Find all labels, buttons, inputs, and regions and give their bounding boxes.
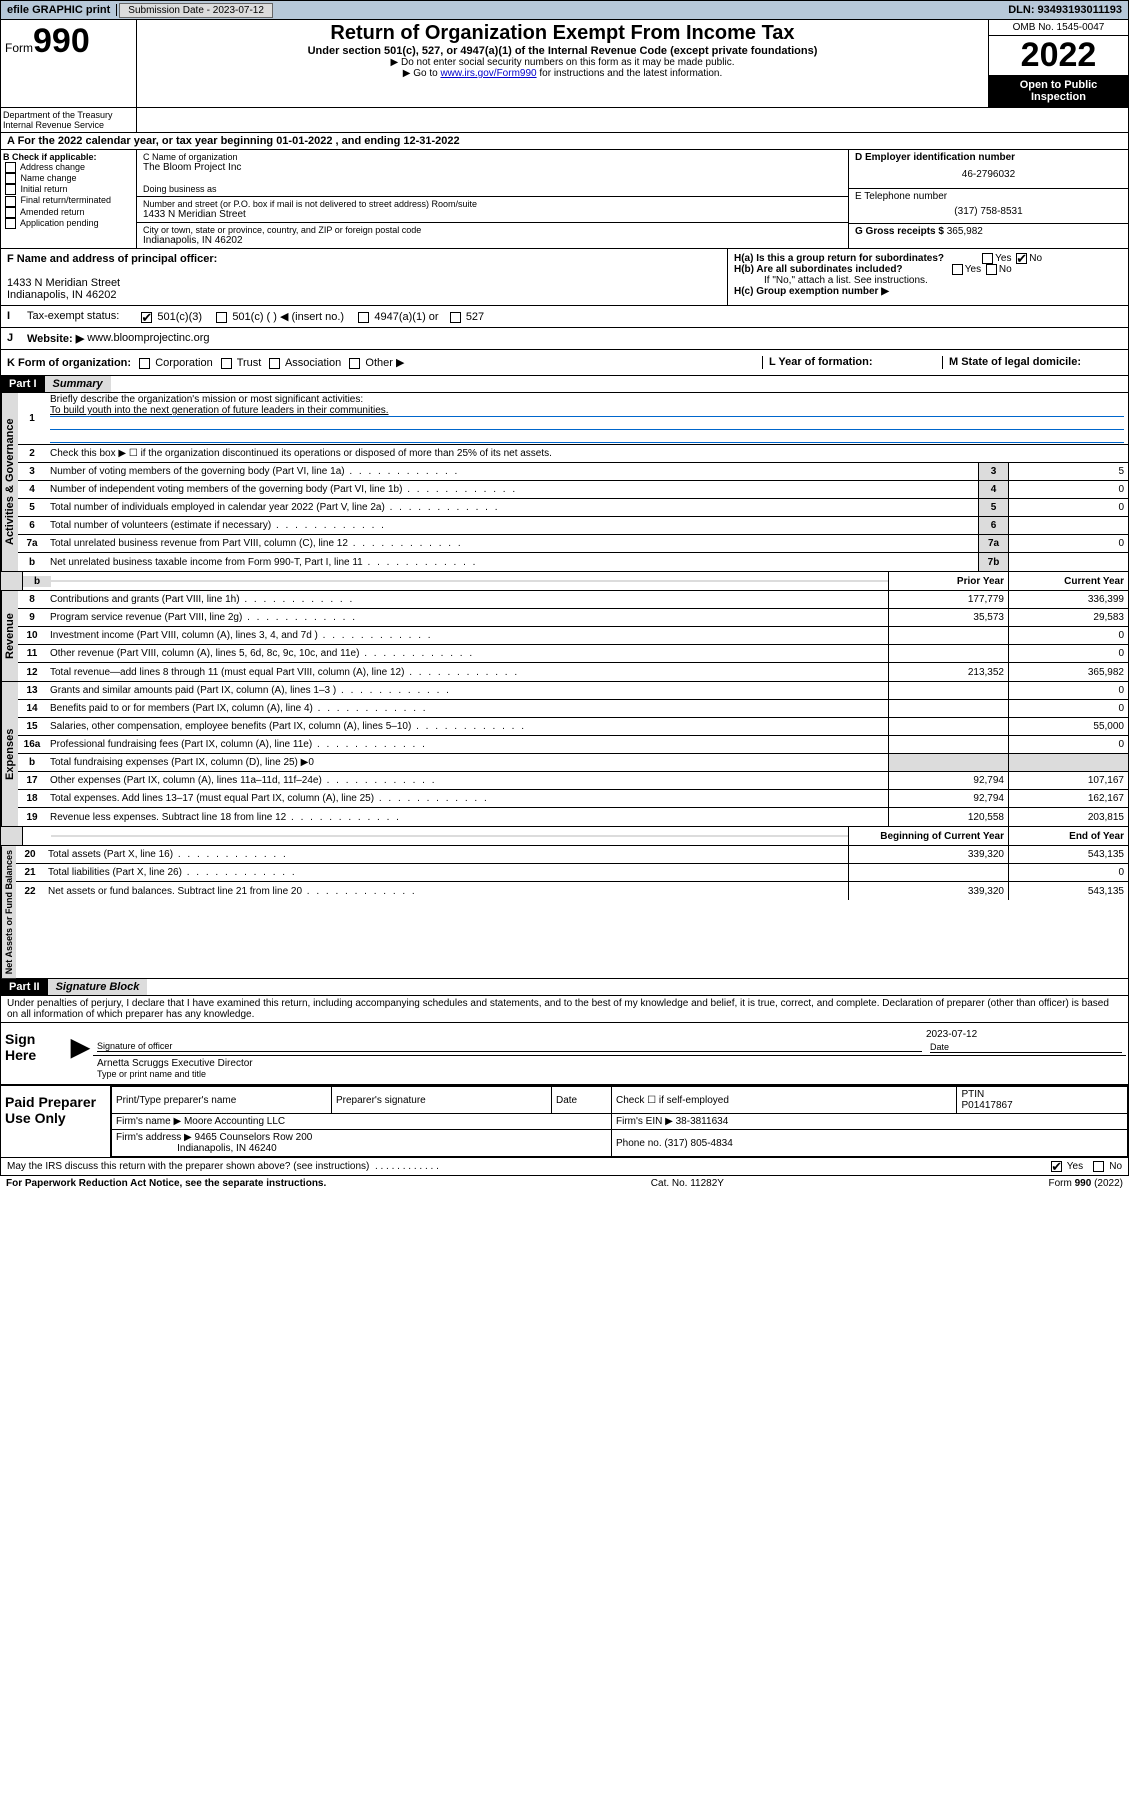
dept-label: Department of the Treasury Internal Reve… (1, 108, 137, 132)
right-info: D Employer identification number 46-2796… (848, 150, 1128, 248)
check-name[interactable]: Name change (3, 173, 134, 184)
gov-line: bNet unrelated business taxable income f… (18, 553, 1128, 571)
irs-link[interactable]: www.irs.gov/Form990 (440, 68, 536, 79)
expense-line: 16aProfessional fundraising fees (Part I… (18, 736, 1128, 754)
ptin-value: P01417867 (961, 1100, 1012, 1111)
revenue-line: 10Investment income (Part VIII, column (… (18, 627, 1128, 645)
j-row: J Website: ▶ www.bloomprojectinc.org (0, 328, 1129, 350)
ein: 46-2796032 (855, 163, 1122, 186)
expense-line: 18Total expenses. Add lines 13–17 (must … (18, 790, 1128, 808)
section-b: B Check if applicable: Address change Na… (1, 150, 137, 248)
right-header-box: OMB No. 1545-0047 2022 Open to Public In… (988, 20, 1128, 107)
revenue-line: 9Program service revenue (Part VIII, lin… (18, 609, 1128, 627)
check-amended[interactable]: Amended return (3, 207, 134, 218)
part2-header: Part IISignature Block (0, 979, 1129, 996)
inspection-label: Open to Public Inspection (989, 75, 1128, 107)
submission-date-button[interactable]: Submission Date - 2023-07-12 (119, 3, 273, 18)
phone: (317) 758-8531 (855, 202, 1122, 221)
section-c: C Name of organization The Bloom Project… (137, 150, 848, 248)
part1-header: Part ISummary (0, 376, 1129, 393)
expense-line: 17Other expenses (Part IX, column (A), l… (18, 772, 1128, 790)
netasset-line: 20Total assets (Part X, line 16)339,3205… (16, 846, 1128, 864)
topbar: efile GRAPHIC print Submission Date - 20… (0, 0, 1129, 20)
expenses-section: Expenses 13Grants and similar amounts pa… (0, 682, 1129, 827)
klm-row: K Form of organization: Corporation Trus… (0, 350, 1129, 376)
title-box: Return of Organization Exempt From Incom… (137, 20, 988, 107)
revenue-section: Revenue 8Contributions and grants (Part … (0, 591, 1129, 682)
main-info: B Check if applicable: Address change Na… (0, 150, 1129, 249)
org-address: 1433 N Meridian Street (143, 209, 842, 220)
org-city: Indianapolis, IN 46202 (143, 235, 842, 246)
firm-phone: (317) 805-4834 (664, 1138, 732, 1149)
firm-ein: 38-3811634 (676, 1116, 729, 1127)
expense-line: 19Revenue less expenses. Subtract line 1… (18, 808, 1128, 826)
mission-text: To build youth into the next generation … (50, 405, 389, 416)
dept-row: Department of the Treasury Internal Reve… (0, 108, 1129, 133)
discuss-row: May the IRS discuss this return with the… (0, 1158, 1129, 1176)
check-initial[interactable]: Initial return (3, 184, 134, 195)
check-501c[interactable] (216, 312, 227, 323)
signature-section: Sign Here ▶ Signature of officer 2023-07… (0, 1023, 1129, 1086)
org-name: The Bloom Project Inc (143, 162, 842, 173)
check-4947[interactable] (358, 312, 369, 323)
i-row: I Tax-exempt status: 501(c)(3) 501(c) ( … (0, 306, 1129, 328)
fh-row: F Name and address of principal officer:… (0, 249, 1129, 306)
check-527[interactable] (450, 312, 461, 323)
expense-line: bTotal fundraising expenses (Part IX, co… (18, 754, 1128, 772)
officer-name: Arnetta Scruggs Executive Director (97, 1058, 253, 1069)
revenue-line: 11Other revenue (Part VIII, column (A), … (18, 645, 1128, 663)
gov-line: 3Number of voting members of the governi… (18, 463, 1128, 481)
netasset-line: 21Total liabilities (Part X, line 26)0 (16, 864, 1128, 882)
dln-label: DLN: 93493193011193 (1002, 4, 1128, 16)
firm-addr: 9465 Counselors Row 200 (195, 1132, 313, 1143)
preparer-section: Paid Preparer Use Only Print/Type prepar… (0, 1086, 1129, 1158)
tax-year: 2022 (989, 36, 1128, 75)
expense-line: 15Salaries, other compensation, employee… (18, 718, 1128, 736)
gross-receipts: 365,982 (947, 226, 983, 237)
check-address[interactable]: Address change (3, 162, 134, 173)
form-number-box: Form990 (1, 20, 137, 107)
firm-name: Moore Accounting LLC (184, 1116, 285, 1127)
note2: ▶ Go to www.irs.gov/Form990 for instruct… (145, 68, 980, 79)
discuss-yes[interactable] (1051, 1161, 1062, 1172)
expense-line: 14Benefits paid to or for members (Part … (18, 700, 1128, 718)
efile-label: efile GRAPHIC print (1, 4, 117, 16)
penalty-text: Under penalties of perjury, I declare th… (0, 996, 1129, 1023)
period-row: A For the 2022 calendar year, or tax yea… (0, 133, 1129, 150)
revenue-line: 12Total revenue—add lines 8 through 11 (… (18, 663, 1128, 681)
check-501c3[interactable] (141, 312, 152, 323)
form-subtitle: Under section 501(c), 527, or 4947(a)(1)… (145, 45, 980, 57)
footer: For Paperwork Reduction Act Notice, see … (0, 1176, 1129, 1191)
check-final[interactable]: Final return/terminated (3, 195, 134, 206)
website: www.bloomprojectinc.org (87, 332, 209, 345)
omb-number: OMB No. 1545-0047 (989, 20, 1128, 36)
officer-addr1: 1433 N Meridian Street (7, 277, 721, 289)
form-title: Return of Organization Exempt From Incom… (145, 22, 980, 45)
note1: ▶ Do not enter social security numbers o… (145, 57, 980, 68)
gov-line: 6Total number of volunteers (estimate if… (18, 517, 1128, 535)
arrow-icon: ▶ (71, 1023, 91, 1084)
netasset-line: 22Net assets or fund balances. Subtract … (16, 882, 1128, 900)
discuss-no[interactable] (1093, 1161, 1104, 1172)
gov-line: 7aTotal unrelated business revenue from … (18, 535, 1128, 553)
governance-section: Activities & Governance 1 Briefly descri… (0, 393, 1129, 572)
netassets-section: Net Assets or Fund Balances 20Total asse… (0, 846, 1129, 979)
gov-line: 5Total number of individuals employed in… (18, 499, 1128, 517)
form-header: Form990 Return of Organization Exempt Fr… (0, 20, 1129, 108)
check-pending[interactable]: Application pending (3, 218, 134, 229)
expense-line: 13Grants and similar amounts paid (Part … (18, 682, 1128, 700)
gov-line: 4Number of independent voting members of… (18, 481, 1128, 499)
revenue-line: 8Contributions and grants (Part VIII, li… (18, 591, 1128, 609)
officer-addr2: Indianapolis, IN 46202 (7, 289, 721, 301)
